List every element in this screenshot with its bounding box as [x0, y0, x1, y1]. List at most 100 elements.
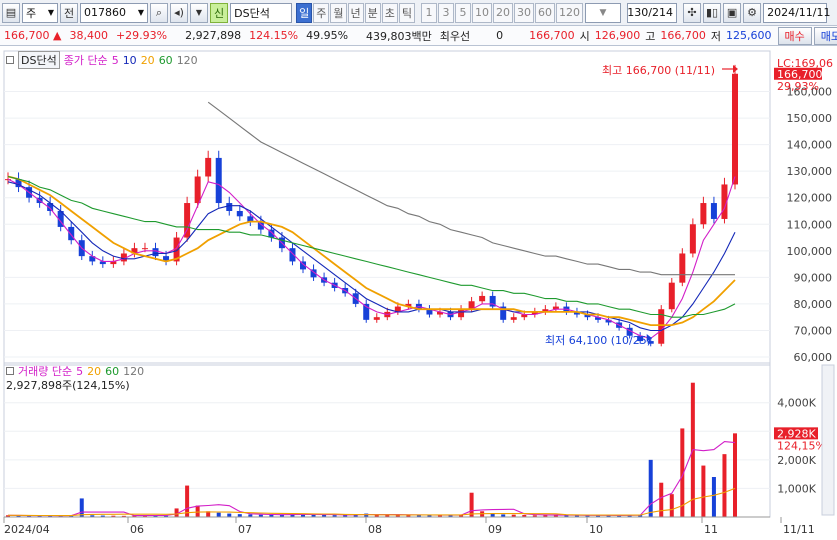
ma-line-120: [207, 101, 735, 276]
volume-bar: [279, 514, 284, 517]
volume-bar: [90, 515, 95, 517]
legend-ma-label: 종가 단순: [63, 54, 108, 67]
sell-button[interactable]: 매도: [813, 26, 837, 45]
volume-bar: [416, 514, 421, 517]
price-tick-label: 70,000: [794, 324, 833, 337]
date-label: 10: [589, 523, 603, 536]
date-label: 06: [130, 523, 144, 536]
price-tick-label: 60,000: [794, 351, 833, 364]
up-arrow-icon: ▲: [49, 29, 62, 42]
candle-body: [542, 309, 549, 312]
volume-bar: [269, 515, 274, 517]
candle-body: [458, 309, 465, 318]
candle-body: [226, 203, 233, 211]
menu-chevron-icon[interactable]: ▼: [190, 2, 208, 23]
candle-body: [120, 253, 127, 262]
price-pane-frame: [3, 50, 771, 366]
bar-count-field[interactable]: 130/214: [627, 2, 677, 23]
period-tab-0[interactable]: 일: [296, 2, 313, 23]
candle-body: [436, 311, 443, 315]
candle-body: [131, 248, 138, 254]
interval-tab-5[interactable]: 5: [455, 2, 471, 23]
chart-area[interactable]: 60,000 70,000 80,000 90,000 100,000 110,000 12…: [0, 47, 837, 540]
market-select[interactable]: 주 ▼: [22, 2, 58, 23]
open-price: 126,900: [594, 29, 641, 42]
candle-body: [573, 311, 580, 315]
code-input[interactable]: 017860 ▼: [80, 2, 148, 23]
volume-bar: [606, 515, 611, 517]
price-tick-label: 80,000: [794, 298, 833, 311]
candle-body: [668, 282, 675, 310]
candle-body: [110, 261, 117, 265]
legend-ma5: 5: [111, 53, 119, 67]
price-tick-label: 130,000: [787, 165, 833, 178]
search-icon[interactable]: ⌕: [150, 2, 168, 23]
period-tab-5[interactable]: 초: [381, 2, 398, 23]
candle-body: [732, 73, 738, 185]
volume-bar: [406, 515, 411, 517]
volume-pct-tag: 124,15%: [777, 439, 826, 452]
legend-vol-ma5: 5: [76, 364, 84, 378]
date-label: 2024/04: [4, 523, 50, 536]
interval-tab-1[interactable]: 1: [421, 2, 437, 23]
turnover-pct: 49.95%: [306, 29, 349, 42]
volume-bar: [722, 454, 727, 517]
interval-tab-10[interactable]: 10: [472, 2, 492, 23]
high-arrow-icon: [733, 65, 738, 73]
period-tab-1[interactable]: 주: [313, 2, 330, 23]
interval-tab-20[interactable]: 20: [493, 2, 513, 23]
interval-tab-60[interactable]: 60: [535, 2, 555, 23]
period-tab-2[interactable]: 월: [330, 2, 347, 23]
volume-bar: [522, 515, 527, 517]
volume-bar: [79, 498, 84, 517]
candle-body: [426, 309, 433, 315]
layout-icon[interactable]: ▤: [2, 2, 20, 23]
period-tab-4[interactable]: 분: [364, 2, 381, 23]
speaker-icon[interactable]: ◂): [170, 2, 188, 23]
volume-bar: [353, 514, 358, 517]
sell-label: 매도: [820, 29, 837, 43]
volume-bar: [574, 515, 579, 517]
volume-bar: [501, 514, 506, 517]
new-listing-badge: 신: [210, 2, 229, 23]
volume-tick-label: 2,000K: [777, 454, 816, 467]
date-label: 09: [488, 523, 502, 536]
period-tab-6[interactable]: 틱: [398, 2, 415, 23]
volume-bar: [58, 515, 63, 517]
ma-line-5: [7, 176, 736, 339]
crosshair-icon[interactable]: ✣: [683, 2, 701, 23]
priority-value: 0: [496, 29, 504, 42]
candle-body: [163, 256, 170, 262]
stock-name: DS단석: [234, 6, 270, 20]
volume-bar: [659, 482, 664, 517]
interval-tab-30[interactable]: 30: [514, 2, 534, 23]
period-tab-3[interactable]: 년: [347, 2, 364, 23]
price-volume-chart[interactable]: 60,000 70,000 80,000 90,000 100,000 110,000 12…: [0, 47, 837, 540]
price-legend: DS단석 종가 단순 5 10 20 60 120: [6, 51, 198, 69]
volume-tag-bg: [774, 427, 818, 440]
gear-icon[interactable]: ⚙: [743, 2, 762, 23]
save-icon[interactable]: ▣: [723, 2, 742, 23]
volume-bar: [258, 514, 263, 517]
volume-tag: 2,928K: [777, 427, 816, 440]
low-label: 저: [710, 29, 722, 43]
bars-icon[interactable]: ▮▯: [703, 2, 722, 23]
interval-select[interactable]: ▼: [585, 2, 621, 23]
prev-button[interactable]: 전: [60, 2, 78, 23]
volume-bar: [100, 515, 105, 517]
stock-name-field[interactable]: DS단석: [230, 2, 293, 23]
candle-body: [215, 157, 222, 204]
candle-body: [257, 221, 264, 230]
interval-tab-120[interactable]: 120: [556, 2, 583, 23]
volume-legend: 거래량 단순 5 20 60 120: [6, 363, 144, 379]
candle-body: [689, 224, 696, 254]
buy-button[interactable]: 매수: [777, 26, 812, 45]
badge-label: 신: [214, 6, 225, 20]
candle-body: [205, 157, 212, 177]
date-field[interactable]: 2024/11/11: [763, 2, 831, 23]
interval-tab-3[interactable]: 3: [438, 2, 454, 23]
price-tag: 166,700: [777, 68, 823, 81]
ask-price: 166,700: [529, 29, 575, 42]
